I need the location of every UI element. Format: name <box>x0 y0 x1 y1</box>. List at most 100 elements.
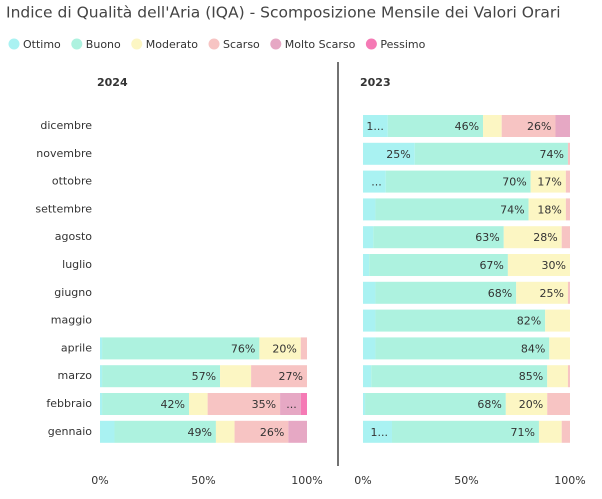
data-label: 25% <box>539 287 563 300</box>
y-tick-label: febbraio <box>46 397 92 410</box>
data-label: 49% <box>187 426 211 439</box>
bar-segment: Moderato <box>528 198 566 221</box>
bar-segment: Buono <box>391 420 539 443</box>
y-tick-label: luglio <box>62 258 92 271</box>
bar-segment: Moderato <box>516 281 568 304</box>
x-tick-label: 100% <box>291 474 322 487</box>
data-label: 30% <box>542 259 566 272</box>
bar-segment: Buono <box>369 254 508 276</box>
bar-segment: Buono <box>371 365 548 388</box>
bar-segment: Moderato <box>483 115 502 137</box>
data-label: 35% <box>252 398 276 411</box>
data-label: 20% <box>519 398 543 411</box>
legend-marker <box>131 38 143 50</box>
bar-segment <box>102 393 190 415</box>
data-label: 17% <box>537 176 561 189</box>
y-tick-label: gennaio <box>48 425 92 438</box>
panel-title: 2024 <box>97 76 128 89</box>
x-tick-label: 50% <box>191 474 215 487</box>
bar-segment: Buono <box>414 142 568 165</box>
legend-label: Pessimo <box>380 38 425 51</box>
bar-segment <box>280 393 301 415</box>
bar-segment: Ottimo <box>363 254 370 276</box>
legend-label: Ottimo <box>23 38 61 51</box>
bar-segment <box>288 420 307 443</box>
bar-segment: Scarso <box>561 420 570 443</box>
bar-segment: Scarso <box>567 281 570 304</box>
legend-marker <box>71 38 83 50</box>
data-label: 63% <box>475 231 499 244</box>
bar-segment <box>102 365 221 388</box>
bar-segment <box>220 365 252 388</box>
data-label: 68% <box>488 287 512 300</box>
data-label: 28% <box>533 231 557 244</box>
data-label: 76% <box>231 342 255 355</box>
bar-segment: Moderato <box>549 337 570 360</box>
x-tick-label: 100% <box>554 474 585 487</box>
bar-segment: Buono <box>375 281 517 304</box>
bar-segment <box>100 337 103 360</box>
bar-segment: Moderato <box>530 170 566 193</box>
bar-segment: Ottimo <box>363 115 388 137</box>
data-label: 25% <box>386 148 410 161</box>
bar-segment: Moderato <box>505 393 548 415</box>
bar-segment <box>100 365 103 388</box>
data-label: 82% <box>517 315 541 328</box>
legend-marker <box>208 38 220 50</box>
bar-segment: Scarso <box>547 393 570 415</box>
bar-segment: Ottimo <box>363 198 376 221</box>
data-label: 26% <box>527 120 551 133</box>
data-label: 20% <box>272 342 296 355</box>
bar-segment: Buono <box>365 393 506 415</box>
legend-marker <box>270 38 282 50</box>
bar-segment <box>215 420 235 443</box>
y-tick-label: maggio <box>51 314 92 327</box>
chart-title: Indice di Qualità dell'Aria (IQA) - Scom… <box>6 4 561 22</box>
legend-label: Buono <box>86 38 121 51</box>
bar-segment: Scarso <box>501 115 556 137</box>
bar-segment: Buono <box>387 115 484 137</box>
data-label: 74% <box>500 203 524 216</box>
data-label: ... <box>286 398 297 411</box>
data-label: 68% <box>477 398 501 411</box>
bar-segment <box>207 393 281 415</box>
bar-segment: Ottimo <box>363 226 374 249</box>
bar-segment <box>234 420 289 443</box>
legend-marker <box>365 38 377 50</box>
bar-segment: Ottimo <box>363 309 376 332</box>
bar-segment: Ottimo <box>363 281 376 304</box>
legend-marker <box>8 38 20 50</box>
bar-segment <box>189 393 208 415</box>
bar-segment: Ottimo <box>363 142 415 165</box>
x-tick-label: 0% <box>91 474 108 487</box>
bar-segment: Buono <box>375 309 546 332</box>
bar-segment: Buono <box>373 226 504 249</box>
data-label: ... <box>371 176 382 189</box>
bar-segment: Ottimo <box>363 365 372 388</box>
data-label: 1... <box>366 120 384 133</box>
bar-segment: Moderato <box>545 309 570 332</box>
y-tick-label: ottobre <box>52 175 92 188</box>
y-tick-label: marzo <box>58 369 93 382</box>
bar-segment <box>251 365 307 388</box>
bar-segment: Ottimo <box>363 420 392 443</box>
data-label: 42% <box>161 398 185 411</box>
x-tick-label: 0% <box>354 474 371 487</box>
y-tick-label: dicembre <box>40 119 92 132</box>
bar-segment: Buono <box>375 198 529 221</box>
bar-segment <box>100 393 103 415</box>
data-label: 57% <box>192 370 216 383</box>
x-tick-label: 50% <box>454 474 478 487</box>
data-label: 18% <box>537 203 561 216</box>
bar-segment: Scarso <box>565 198 570 221</box>
bar-segment: Molto Scarso <box>555 115 570 137</box>
data-label: 84% <box>521 342 545 355</box>
data-label: 71% <box>510 426 534 439</box>
bar-segment: Scarso <box>565 170 570 193</box>
bar-segment: Moderato <box>538 420 562 443</box>
y-tick-label: novembre <box>36 147 92 160</box>
bar-segment: Buono <box>385 170 531 193</box>
bar-segment: Scarso <box>567 365 570 388</box>
data-label: 26% <box>260 426 284 439</box>
